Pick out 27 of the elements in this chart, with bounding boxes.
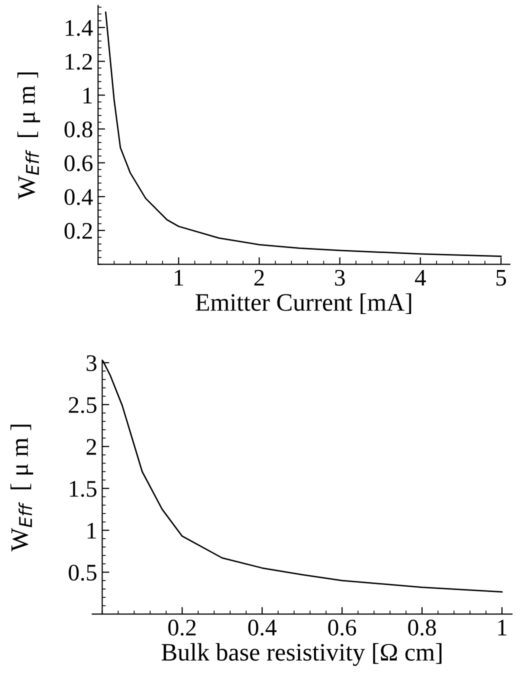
- x-tick-label: 5: [496, 270, 506, 286]
- y-tick-label: 1.5: [70, 481, 96, 497]
- x-tick-label: 3: [335, 270, 345, 286]
- x-tick-label: 0.2: [168, 620, 196, 636]
- x-axis-title: Bulk base resistivity [Ω cm]: [162, 643, 442, 666]
- x-tick-label: 0.4: [248, 620, 277, 636]
- x-axis-title: Emitter Current [mA]: [196, 293, 412, 314]
- y-tick-label: 2: [86, 439, 96, 455]
- x-tick-label: 1: [174, 270, 184, 286]
- x-tick-label: 1: [498, 620, 506, 636]
- y-tick-label: 1: [83, 88, 92, 104]
- y-tick-label: 0.4: [64, 189, 93, 206]
- x-tick-label: 2: [254, 270, 264, 286]
- y-tick-label: 0.2: [64, 222, 92, 239]
- x-tick-label: 0.8: [408, 620, 436, 636]
- y-axis-title: W$_{Eff}$ [ μ m ]: [10, 424, 34, 552]
- y-tick-label: 2.5: [68, 397, 96, 414]
- y-tick-label: 1: [88, 522, 96, 538]
- y-tick-label: 3: [86, 355, 96, 372]
- y-tick-label: 1.4: [66, 20, 93, 36]
- y-tick-label: 0.8: [64, 121, 92, 138]
- x-tick-label: 4: [414, 270, 426, 286]
- x-tick-label: 0.6: [328, 620, 356, 636]
- y-tick-label: 0.6: [64, 155, 92, 172]
- y-tick-label: 1.2: [66, 54, 92, 70]
- y-tick-label: 0.5: [68, 564, 96, 581]
- y-axis-title: W$_{Eff}$ [ μ m ]: [17, 72, 40, 200]
